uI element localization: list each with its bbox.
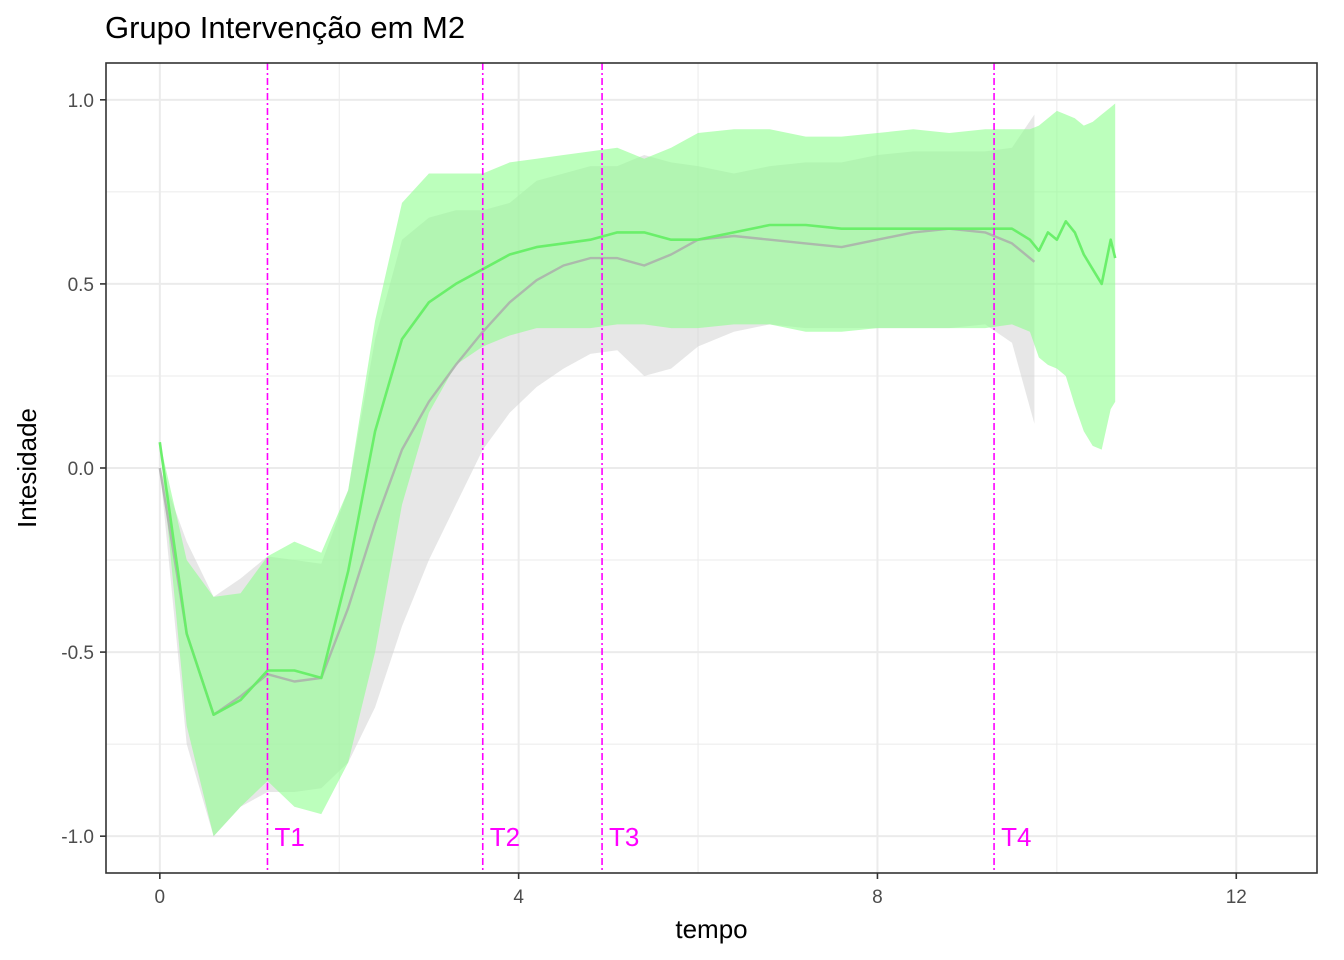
chart-title: Grupo Intervenção em M2 (105, 10, 465, 45)
axes: -1.0 -0.5 0.0 0.5 1.0 0 4 8 12 (61, 91, 1247, 908)
y-tick-label: -0.5 (61, 643, 94, 664)
x-tick-label: 4 (513, 887, 524, 908)
marker-label-t3: T3 (609, 822, 639, 852)
x-tick-label: 0 (155, 887, 166, 908)
time-markers: T1 T2 T3 T4 (266, 63, 1031, 873)
series-lines (158, 220, 1117, 716)
y-axis-title: Intesidade (12, 408, 42, 528)
marker-label-t1: T1 (274, 822, 304, 852)
confidence-band-2 (159, 103, 1116, 837)
confidence-bands (159, 103, 1116, 837)
marker-label-t2: T2 (490, 822, 520, 852)
x-tick-label: 12 (1226, 887, 1247, 908)
x-tick-label: 8 (872, 887, 883, 908)
y-tick-label: 0.5 (68, 275, 94, 296)
y-tick-label: 1.0 (68, 91, 94, 112)
marker-label-t4: T4 (1001, 822, 1031, 852)
y-tick-label: 0.0 (68, 459, 94, 480)
y-tick-label: -1.0 (61, 827, 94, 848)
series-line-2 (158, 220, 1117, 716)
series-line-1 (158, 227, 1036, 716)
x-axis-title: tempo (675, 914, 747, 944)
